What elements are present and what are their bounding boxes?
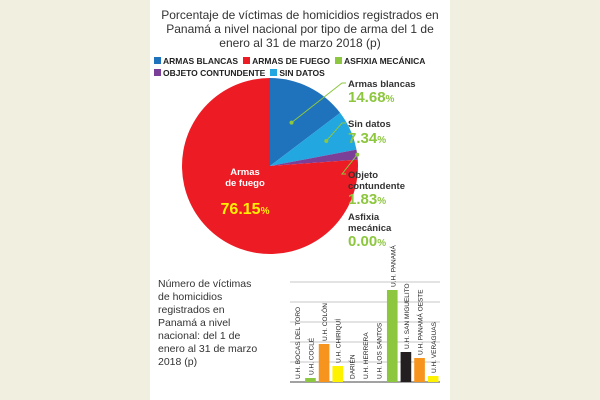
bar-label-u-h-los-santos: U.H. LOS SANTOS xyxy=(377,322,384,379)
percent-sign: % xyxy=(377,135,386,146)
bar-u-h-chiriqui xyxy=(332,366,344,382)
bar-label-u-h-veraguas: U.H. VERAGUAS xyxy=(431,321,438,373)
bar-label-u-h-panama: U.H. PANAMÁ xyxy=(388,245,397,287)
leader-line-sin-datos xyxy=(325,122,346,142)
leader-line-armas-blancas xyxy=(291,82,346,124)
bar-label-u-h-colon: U.H. COLÓN xyxy=(320,303,329,341)
bar-label-u-h-panama-oeste: U.H. PANAMÁ OESTE xyxy=(416,289,425,355)
legend-swatch-objeto-contundente xyxy=(154,69,161,76)
leader-dot-armas-blancas xyxy=(289,120,294,125)
legend-item-objeto-contundente: OBJETO CONTUNDENTE xyxy=(154,67,265,79)
bar-label-u-h-chiriqui: U.H. CHIRIQUÍ xyxy=(334,319,343,363)
pie-value-objeto-contundente: 1.83% xyxy=(348,191,386,208)
percent-sign: % xyxy=(377,238,386,249)
pie-value-sin-datos: 7.34% xyxy=(348,130,386,147)
pie-value-asfixia-mecanica: 0.00% xyxy=(348,233,386,250)
pie-chart-title: Porcentaje de víctimas de homicidios reg… xyxy=(161,8,439,50)
bar-label-u-h-san-miguelito: U.H. SAN MIGUELITO xyxy=(404,283,411,349)
bar-u-h-colon xyxy=(318,344,330,382)
legend-label-armas-de-fuego: ARMAS DE FUEGO xyxy=(252,56,331,66)
pie-slice-sin-datos xyxy=(270,112,357,166)
legend-label-objeto-contundente: OBJETO CONTUNDENTE xyxy=(163,68,266,78)
legend-item-armas-de-fuego: ARMAS DE FUEGO xyxy=(243,55,330,67)
pie-value-armas-blancas: 14.68% xyxy=(348,89,395,106)
bar-label-u-h-cocle: U.H. COCLÉ xyxy=(306,337,315,375)
legend-swatch-asfixia-mecanica xyxy=(335,57,343,64)
legend-label-asfixia-mecanica: ASFIXIA MECÁNICA xyxy=(344,56,426,66)
bar-u-h-panama xyxy=(386,290,398,382)
percent-sign: % xyxy=(377,196,386,207)
legend-label-armas-blancas: ARMAS BLANCAS xyxy=(163,56,239,66)
bar-u-h-panama-oeste xyxy=(414,358,425,382)
bar-chart-title: Número de víctimas de homicidios registr… xyxy=(158,278,258,368)
infographic-panel: Porcentaje de víctimas de homicidios reg… xyxy=(150,0,450,400)
legend-swatch-armas-de-fuego xyxy=(243,57,251,64)
bar-u-h-veraguas xyxy=(427,376,439,382)
legend-item-sin-datos: SIN DATOS xyxy=(270,67,325,79)
legend-label-sin-datos: SIN DATOS xyxy=(279,68,325,78)
legend-item-asfixia-mecanica: ASFIXIA MECÁNICA xyxy=(335,55,425,67)
leader-dot-objeto-contundente xyxy=(355,152,360,157)
pie-value-armas-de-fuego: 76.15% xyxy=(221,201,270,218)
pie-slice-armas-blancas xyxy=(270,78,341,166)
bar-label-darien: DARIÉN xyxy=(347,354,356,379)
legend-swatch-armas-blancas xyxy=(154,57,161,64)
pie-label-objeto-contundente: Objeto xyxy=(348,170,378,181)
bar-u-h-cocle xyxy=(305,378,316,382)
pie-label-armas-blancas: Armas blancas xyxy=(348,79,416,90)
pie-label-objeto-contundente: contundente xyxy=(348,181,405,192)
legend-item-armas-blancas: ARMAS BLANCAS xyxy=(154,55,238,67)
bar-label-u-h-herrera: U.H. HERRERA xyxy=(363,332,370,379)
leader-line-objeto-contundente xyxy=(340,154,358,175)
leader-dot-sin-datos xyxy=(324,139,329,144)
pie-slice-armas-de-fuego xyxy=(181,78,358,255)
legend-swatch-sin-datos xyxy=(270,69,278,76)
pie-label-sin-datos: Sin datos xyxy=(348,119,391,130)
pie-slice-objeto-contundente xyxy=(270,149,358,166)
bar-chart: U.H. BOCAS DEL TORO U.H. COCLÉ U.H. COLÓN U… xyxy=(290,245,440,383)
legend-row-2: OBJETO CONTUNDENTE SIN DATOS xyxy=(154,67,450,79)
bar-u-h-san-miguelito xyxy=(400,352,412,382)
legend-row-1: ARMAS BLANCAS ARMAS DE FUEGO ASFIXIA MECÁN… xyxy=(154,55,450,67)
percent-sign: % xyxy=(386,94,395,105)
pie-legend: ARMAS BLANCAS ARMAS DE FUEGO ASFIXIA MECÁN… xyxy=(154,55,450,79)
pie-label-armas-de-fuego: de fuego xyxy=(225,178,265,189)
pie-label-asfixia-mecanica: mecánica xyxy=(348,223,392,234)
pie-label-armas-de-fuego: Armas xyxy=(230,167,260,178)
bar-label-u-h-bocas-del-toro: U.H. BOCAS DEL TORO xyxy=(295,307,302,379)
pie-label-asfixia-mecanica: Asfixia xyxy=(348,212,380,223)
percent-sign: % xyxy=(261,206,270,217)
